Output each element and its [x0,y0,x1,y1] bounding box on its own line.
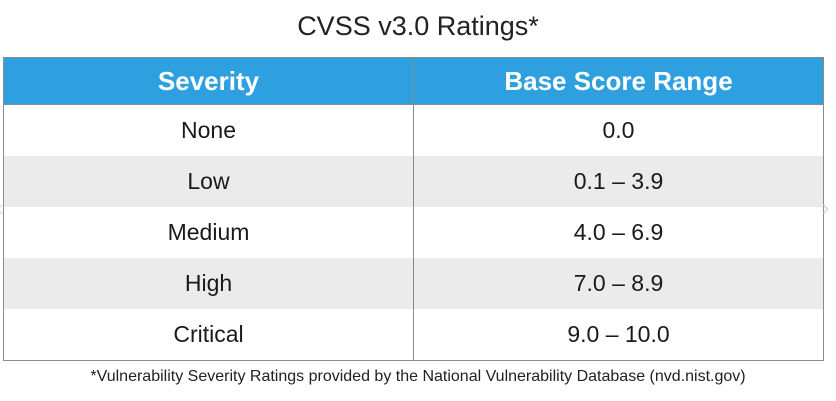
cvss-ratings-table: Severity Base Score Range None 0.0 Low 0… [3,57,824,361]
header-severity: Severity [3,57,414,105]
table-row: Low 0.1 – 3.9 [3,156,824,207]
table-row: Critical 9.0 – 10.0 [3,309,824,361]
severity-cell: Medium [3,207,414,258]
ratings-table-container: Severity Base Score Range None 0.0 Low 0… [3,57,824,361]
header-row: Severity Base Score Range [3,57,824,105]
table-header: Severity Base Score Range [3,57,824,105]
table-row: Medium 4.0 – 6.9 [3,207,824,258]
table-body: None 0.0 Low 0.1 – 3.9 Medium 4.0 – 6.9 … [3,104,824,361]
score-range-cell: 0.1 – 3.9 [413,156,824,207]
score-range-cell: 4.0 – 6.9 [413,207,824,258]
chevron-right-icon[interactable]: › [822,195,830,220]
table-row: High 7.0 – 8.9 [3,258,824,309]
severity-cell: High [3,258,414,309]
severity-cell: Low [3,156,414,207]
severity-cell: None [3,104,414,156]
score-range-cell: 7.0 – 8.9 [413,258,824,309]
page-title: CVSS v3.0 Ratings* [297,11,539,41]
severity-cell: Critical [3,309,414,361]
table-row: None 0.0 [3,104,824,156]
header-base-score-range: Base Score Range [413,57,824,105]
chevron-left-icon[interactable]: ‹ [0,196,3,220]
score-range-cell: 0.0 [413,104,824,156]
footnote: *Vulnerability Severity Ratings provided… [90,368,746,385]
score-range-cell: 9.0 – 10.0 [413,309,824,361]
